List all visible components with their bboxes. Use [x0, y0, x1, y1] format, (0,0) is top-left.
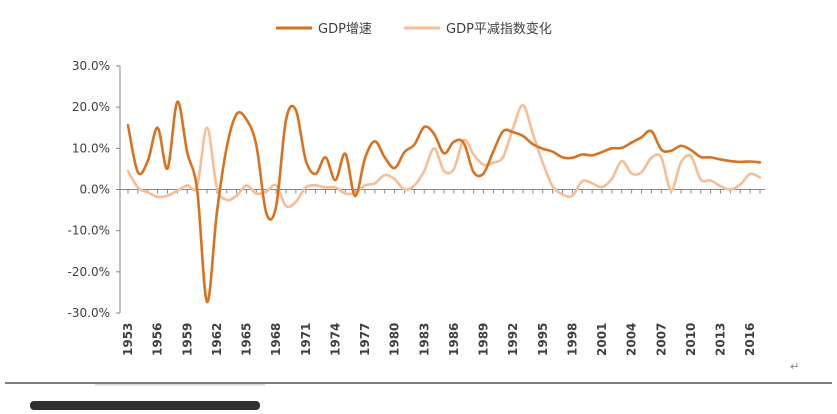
x-tick-label: 1968 [269, 323, 283, 356]
series-line-gdp-deflator [126, 103, 762, 209]
x-tick-label: 2013 [714, 323, 728, 356]
legend-label-gdp-deflator: GDP平减指数变化 [446, 21, 552, 37]
x-tick-label: 1989 [477, 323, 491, 356]
y-axis-ticks: 30.0% 20.0% 10.0% 0.0% -10.0% -20.0% -30.0% [68, 59, 120, 320]
x-tick-label: 1956 [151, 323, 165, 356]
bottom-image-fragment [95, 384, 265, 386]
series-layer [126, 100, 762, 304]
x-tick-label: 1962 [210, 323, 224, 356]
x-tick-label: 1959 [180, 323, 194, 356]
x-tick-label: 1992 [506, 323, 520, 356]
y-tick-label: -30.0% [68, 306, 110, 320]
paragraph-mark: ↵ [790, 360, 799, 373]
x-tick-label: 1971 [299, 323, 313, 356]
x-tick-label: 2001 [595, 323, 609, 356]
series-line-gdp-growth [126, 100, 762, 304]
y-tick-label: -10.0% [68, 224, 110, 238]
x-axis-ticks: 1953 1956 1959 1962 1965 1968 1971 1974 1977 1980… [121, 189, 761, 356]
x-tick-label: 1974 [328, 323, 342, 356]
x-tick-label: 1983 [417, 323, 431, 356]
legend: GDP增速 GDP平减指数变化 [276, 21, 552, 37]
y-tick-label: 30.0% [72, 59, 110, 73]
x-tick-label: 2007 [654, 323, 668, 356]
y-tick-label: 0.0% [80, 183, 111, 197]
x-tick-label: 1953 [121, 323, 135, 356]
y-tick-label: -20.0% [68, 265, 110, 279]
x-tick-label: 2016 [743, 323, 757, 356]
x-tick-label: 1965 [240, 323, 254, 356]
x-tick-label: 1995 [536, 323, 550, 356]
y-tick-label: 20.0% [72, 100, 110, 114]
bottom-image-fragment-dark [30, 401, 260, 410]
x-tick-label: 2004 [625, 323, 639, 356]
legend-label-gdp-growth: GDP增速 [318, 22, 372, 37]
x-tick-label: 1998 [565, 323, 579, 356]
x-tick-label: 1986 [447, 323, 461, 356]
x-tick-label: 1977 [358, 323, 372, 356]
x-tick-label: 2010 [684, 323, 698, 356]
y-tick-label: 10.0% [72, 141, 110, 155]
x-tick-label: 1980 [388, 323, 402, 356]
